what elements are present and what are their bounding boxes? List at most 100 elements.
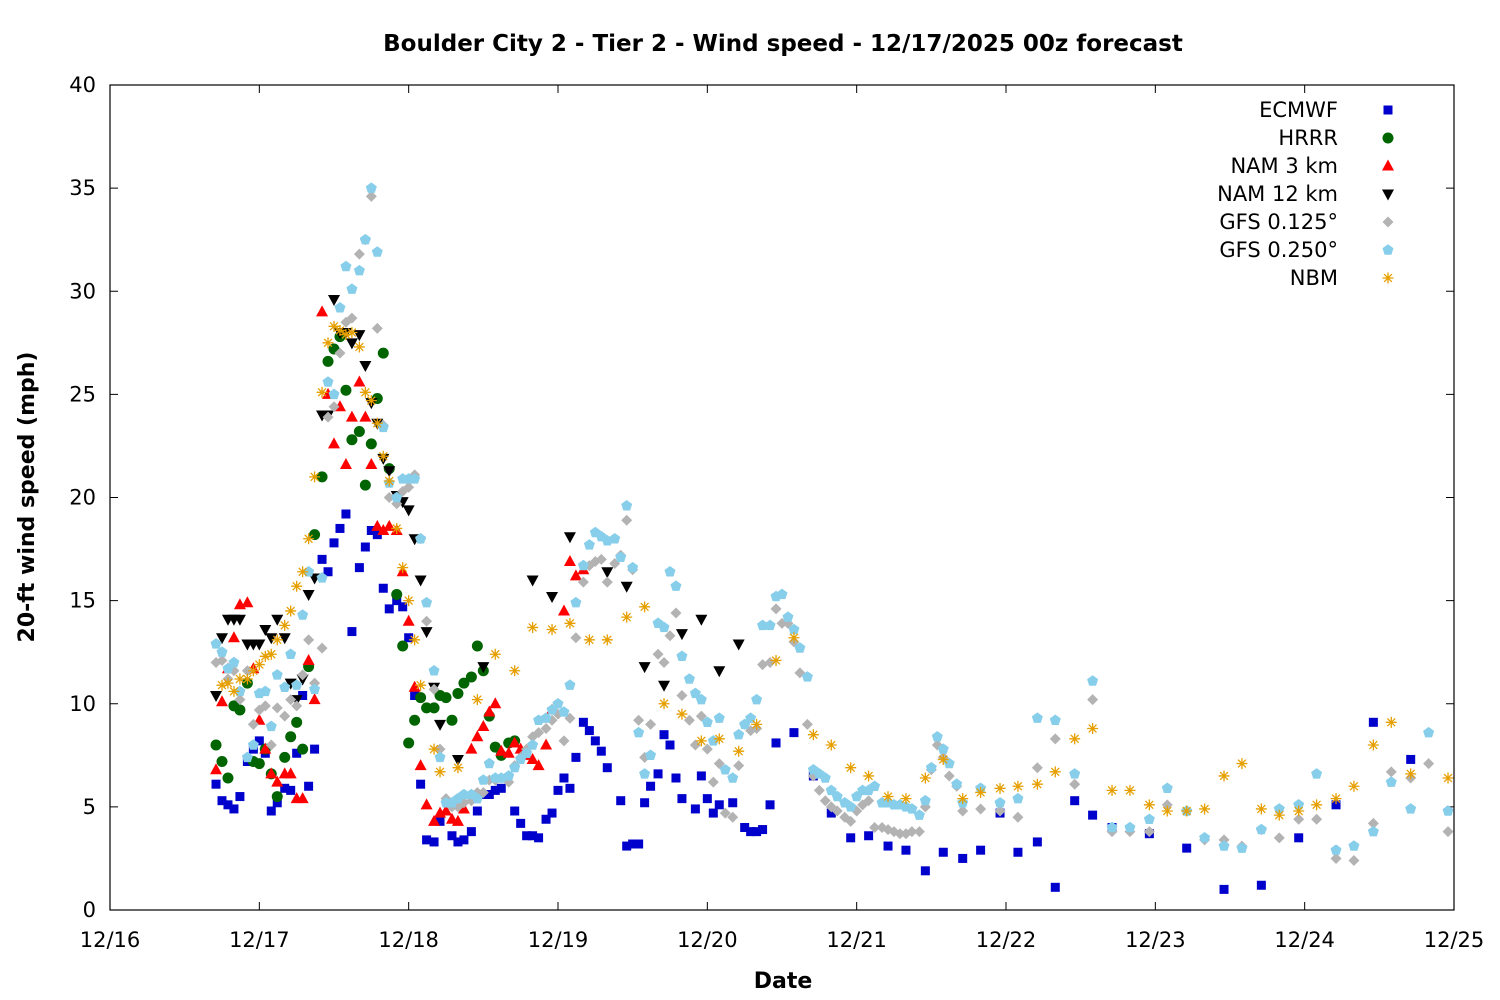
point-hrrr xyxy=(377,347,389,359)
point-gfs-0-250 xyxy=(794,642,806,653)
point-ecmwf xyxy=(677,794,687,804)
point-gfs-0-250 xyxy=(764,619,776,631)
point-ecmwf xyxy=(634,839,644,849)
point-nbm xyxy=(247,665,259,677)
point-hrrr xyxy=(271,791,283,803)
point-ecmwf xyxy=(422,835,432,845)
point-gfs-0-125 xyxy=(1273,832,1285,844)
point-gfs-0-250 xyxy=(701,716,713,727)
point-gfs-0-250 xyxy=(713,712,725,723)
point-nam-3-km xyxy=(440,804,452,816)
point-gfs-0-125 xyxy=(271,702,283,714)
point-gfs-0-250 xyxy=(639,768,651,779)
point-nam-12-km xyxy=(638,662,651,674)
point-gfs-0-125 xyxy=(1423,758,1435,770)
point-ecmwf xyxy=(459,835,469,845)
point-nbm xyxy=(489,648,501,660)
point-hrrr xyxy=(489,741,501,753)
point-gfs-0-125 xyxy=(894,828,906,840)
point-gfs-0-250 xyxy=(279,681,291,692)
point-nam-3-km xyxy=(259,742,272,754)
point-gfs-0-250 xyxy=(316,572,328,583)
point-ecmwf xyxy=(435,816,445,826)
point-ecmwf xyxy=(341,509,351,519)
point-gfs-0-250 xyxy=(527,739,539,750)
point-gfs-0-125 xyxy=(570,632,582,644)
point-ecmwf xyxy=(1219,884,1229,894)
point-nam-3-km xyxy=(557,604,570,616)
point-nbm xyxy=(409,634,421,646)
point-gfs-0-125 xyxy=(676,690,688,701)
point-gfs-0-250 xyxy=(1069,768,1081,779)
point-ecmwf xyxy=(758,825,768,835)
point-nbm xyxy=(316,386,328,398)
legend-marker-nbm xyxy=(1382,272,1394,284)
point-gfs-0-250 xyxy=(521,747,533,758)
point-nam-3-km xyxy=(489,697,502,709)
point-gfs-0-125 xyxy=(689,739,701,751)
point-hrrr xyxy=(234,704,246,716)
point-hrrr xyxy=(346,434,358,446)
y-axis-label: 20-ft wind speed (mph) xyxy=(15,352,40,643)
point-ecmwf xyxy=(484,790,494,799)
point-gfs-0-250 xyxy=(228,656,240,668)
point-gfs-0-250 xyxy=(825,784,837,796)
point-hrrr xyxy=(297,743,309,755)
point-gfs-0-250 xyxy=(1348,840,1360,851)
point-hrrr xyxy=(285,731,297,743)
point-nbm xyxy=(428,743,440,755)
point-ecmwf xyxy=(329,538,339,548)
point-gfs-0-250 xyxy=(259,685,271,697)
point-hrrr xyxy=(397,640,409,652)
point-ecmwf xyxy=(541,814,551,824)
point-nbm xyxy=(1405,768,1417,780)
point-hrrr xyxy=(440,692,452,704)
point-ecmwf xyxy=(272,798,282,808)
point-hrrr xyxy=(458,677,470,689)
legend-marker-nam-12-km xyxy=(1382,189,1394,201)
point-nam-12-km xyxy=(284,678,297,690)
point-ecmwf xyxy=(392,596,402,606)
point-nbm xyxy=(241,673,253,685)
point-hrrr xyxy=(403,737,415,749)
point-nam-12-km xyxy=(345,338,358,350)
point-gfs-0-250 xyxy=(1031,712,1043,723)
point-nbm xyxy=(1330,793,1342,805)
point-ecmwf xyxy=(559,773,569,783)
point-ecmwf xyxy=(976,845,986,855)
point-nam-3-km xyxy=(471,730,484,742)
point-gfs-0-250 xyxy=(265,720,277,732)
point-hrrr xyxy=(216,756,228,767)
point-gfs-0-250 xyxy=(552,697,564,709)
point-gfs-0-250 xyxy=(1423,726,1435,738)
point-nam-3-km xyxy=(302,653,315,665)
point-gfs-0-125 xyxy=(601,576,613,588)
point-nbm xyxy=(1199,803,1211,815)
point-gfs-0-250 xyxy=(340,260,352,272)
point-gfs-0-250 xyxy=(434,751,446,763)
point-nbm xyxy=(1367,739,1379,751)
point-nbm xyxy=(328,320,340,332)
point-nbm xyxy=(882,791,894,803)
point-gfs-0-250 xyxy=(869,780,881,791)
point-ecmwf xyxy=(640,798,650,808)
point-nbm xyxy=(1236,758,1248,770)
point-gfs-0-250 xyxy=(1293,799,1305,810)
point-gfs-0-125 xyxy=(664,630,676,642)
point-nam-3-km xyxy=(296,792,309,804)
point-gfs-0-250 xyxy=(564,679,576,690)
point-nbm xyxy=(601,634,613,646)
point-nbm xyxy=(415,679,427,691)
point-gfs-0-125 xyxy=(1330,852,1342,864)
point-gfs-0-125 xyxy=(247,718,259,730)
point-gfs-0-250 xyxy=(1199,832,1211,843)
point-gfs-0-250 xyxy=(727,772,739,783)
point-nam-12-km xyxy=(210,691,223,702)
x-tick-label: 12/16 xyxy=(80,928,141,952)
point-gfs-0-125 xyxy=(1012,811,1024,823)
point-ecmwf xyxy=(596,746,606,756)
point-nbm xyxy=(346,327,358,338)
point-gfs-0-125 xyxy=(621,514,633,526)
point-nam-3-km xyxy=(284,767,297,779)
point-nam-12-km xyxy=(713,666,726,678)
